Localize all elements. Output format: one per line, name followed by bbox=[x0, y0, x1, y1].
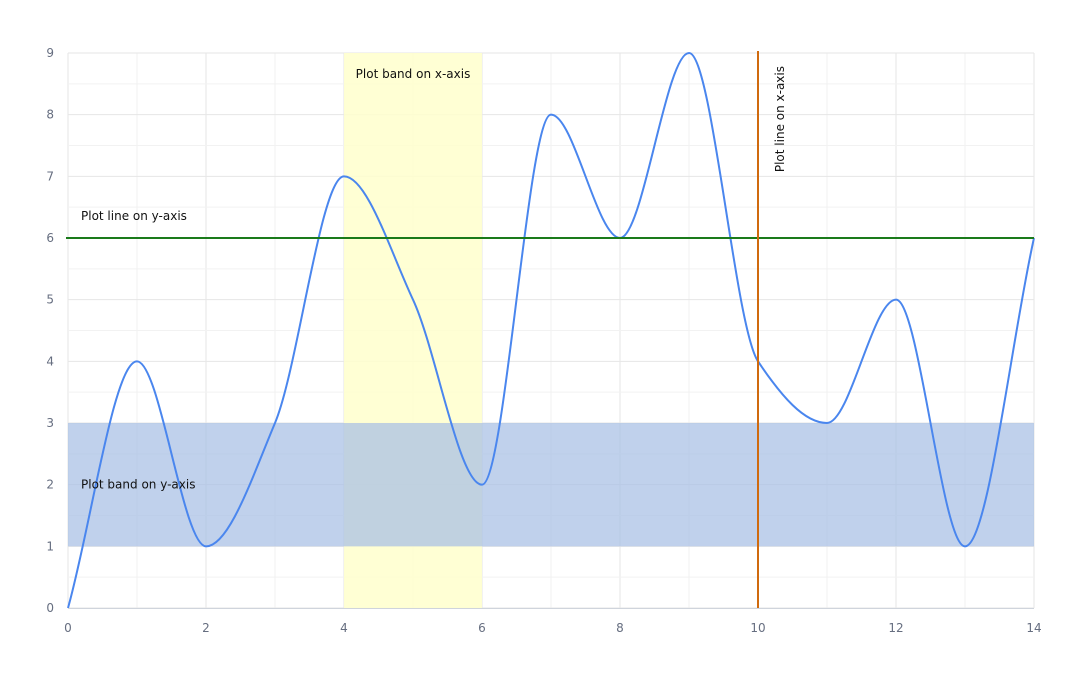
y-tick-label: 1 bbox=[46, 539, 54, 553]
plot-line-x-label: Plot line on x-axis bbox=[773, 66, 787, 172]
x-tick-label: 2 bbox=[202, 621, 210, 635]
plot-band-y-label: Plot band on y-axis bbox=[81, 478, 195, 492]
annotations: Plot band on x-axis Plot band on y-axis Pl… bbox=[81, 66, 787, 492]
y-tick-label: 6 bbox=[46, 231, 54, 245]
y-tick-label: 0 bbox=[46, 601, 54, 615]
x-tick-label: 8 bbox=[616, 621, 624, 635]
x-tick-label: 14 bbox=[1026, 621, 1041, 635]
series-layer bbox=[67, 51, 1035, 609]
plot-lines bbox=[66, 51, 1034, 608]
y-tick-label: 9 bbox=[46, 46, 54, 60]
x-tick-label: 4 bbox=[340, 621, 348, 635]
y-tick-label: 4 bbox=[46, 354, 54, 368]
y-tick-label: 8 bbox=[46, 108, 54, 122]
x-tick-label: 6 bbox=[478, 621, 486, 635]
x-tick-label: 10 bbox=[750, 621, 765, 635]
series-line bbox=[67, 51, 1035, 609]
x-tick-label: 0 bbox=[64, 621, 72, 635]
y-tick-label: 5 bbox=[46, 293, 54, 307]
plot-band-y bbox=[68, 423, 1034, 547]
y-tick-label: 2 bbox=[46, 478, 54, 492]
x-tick-label: 12 bbox=[888, 621, 903, 635]
plot-line-y-label: Plot line on y-axis bbox=[81, 209, 187, 223]
y-tick-label: 7 bbox=[46, 169, 54, 183]
plot-band-x-label: Plot band on x-axis bbox=[356, 67, 471, 81]
y-tick-label: 3 bbox=[46, 416, 54, 430]
